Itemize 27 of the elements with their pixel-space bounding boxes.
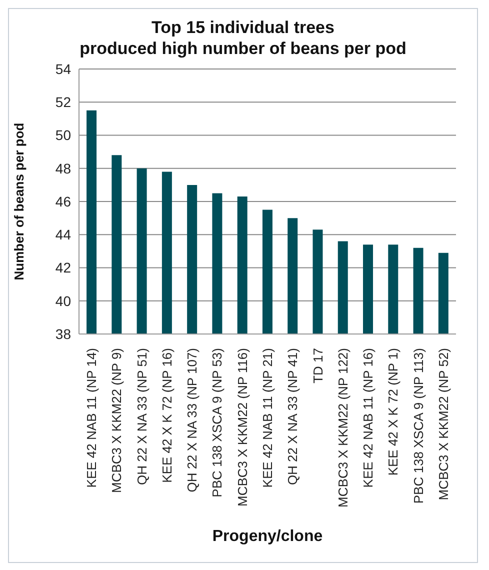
- y-tick-label: 46: [55, 193, 72, 210]
- y-tick-label: 44: [55, 226, 72, 243]
- x-tick-label: QH 22 X NA 33 (NP 107): [184, 348, 200, 492]
- y-axis-title: Number of beans per pod: [12, 122, 27, 280]
- x-tick-label: MCBC3 X KKM22 (NP 52): [436, 348, 451, 500]
- x-tick-label: MCBC3 X KKM22 (NP 122): [335, 348, 350, 508]
- y-tick-label: 40: [55, 292, 72, 309]
- y-tick-label: 38: [55, 326, 72, 342]
- y-tick-label: 48: [55, 160, 72, 176]
- x-tick-label: PBC 138 XSCA 9 (NP 113): [410, 348, 426, 504]
- y-tick-label: 50: [55, 127, 72, 144]
- x-tick-label: KEE 42 X K 72 (NP 1): [386, 348, 401, 476]
- x-tick-label: PBC 138 XSCA 9 (NP 53): [210, 348, 225, 498]
- x-tick-label: MCBC3 X KKM22 (NP 116): [234, 348, 250, 506]
- x-tick-label: KEE 42 NAB 11 (NP 14): [84, 348, 100, 488]
- y-tick-label: 42: [55, 260, 72, 276]
- x-tick-label: KEE 42 X K 72 (NP 16): [159, 348, 174, 483]
- y-tick-label: 54: [55, 60, 72, 77]
- x-tick-label: QH 22 X NA 33 (NP 51): [134, 348, 150, 486]
- x-axis-title: Progeny/clone: [212, 528, 323, 545]
- y-tick-label: 52: [55, 94, 72, 110]
- x-tick-label: MCBC3 X KKM22 (NP 9): [109, 348, 124, 493]
- x-tick-label: TD 17: [310, 348, 326, 384]
- chart-title: Top 15 individual trees produced high number of beans per pod: [78, 17, 408, 59]
- x-tick-label: QH 22 X NA 33 (NP 41): [285, 348, 300, 486]
- x-tick-label: KEE 42 NAB 11 (NP 16): [360, 348, 376, 488]
- x-tick-label: KEE 42 NAB 11 (NP 21): [260, 348, 275, 488]
